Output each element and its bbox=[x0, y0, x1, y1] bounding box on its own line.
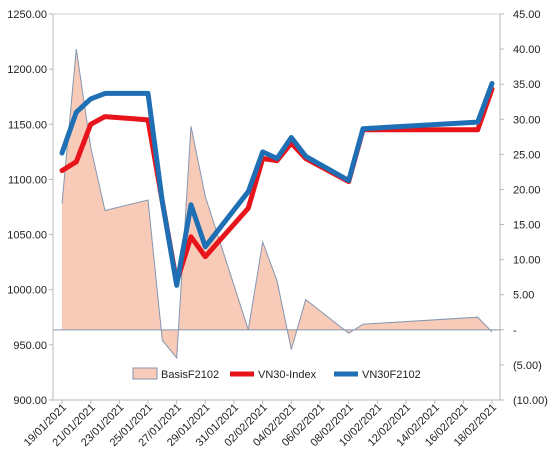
legend: BasisF2102 VN30-Index VN30F2102 bbox=[132, 367, 421, 381]
line-series bbox=[59, 81, 495, 288]
left-tick-label: 950.00 bbox=[13, 340, 47, 352]
right-axis: (10.00) (5.00) - 5.00 10.00 15.00 20.00 25.00 30… bbox=[499, 9, 548, 407]
right-tick-label: (10.00) bbox=[513, 395, 548, 407]
left-axis: 900.00 950.00 1000.00 1050.00 1100.00 1150.00… bbox=[7, 9, 54, 407]
left-tick-label: 1150.00 bbox=[8, 119, 47, 131]
right-tick-label: 30.00 bbox=[513, 114, 541, 126]
right-tick-label: 35.00 bbox=[513, 79, 541, 91]
left-tick-label: 1100.00 bbox=[8, 174, 47, 186]
right-tick-label: - bbox=[513, 325, 517, 337]
right-tick-label: 5.00 bbox=[513, 290, 534, 302]
left-tick-label: 1000.00 bbox=[7, 285, 47, 297]
right-tick-label: 10.00 bbox=[513, 255, 541, 267]
right-tick-label: 25.00 bbox=[513, 149, 541, 161]
left-tick-label: 1200.00 bbox=[7, 64, 47, 76]
left-tick-label: 1050.00 bbox=[7, 230, 47, 242]
legend-label-basisf2102: BasisF2102 bbox=[161, 369, 219, 381]
right-tick-label: 15.00 bbox=[513, 220, 541, 232]
legend-label-vn30-index: VN30-Index bbox=[258, 369, 317, 381]
legend-label-vn30f2102: VN30F2102 bbox=[362, 369, 421, 381]
left-tick-label: 1250.00 bbox=[7, 9, 47, 21]
basis-area-series bbox=[61, 49, 493, 360]
series-line-vn30f2102 bbox=[59, 81, 495, 288]
right-tick-label: 45.00 bbox=[513, 9, 541, 21]
legend-swatch-basisf2102 bbox=[132, 367, 158, 380]
basis-area-edge bbox=[61, 49, 493, 360]
right-tick-label: 20.00 bbox=[513, 184, 541, 196]
left-tick-label: 900.00 bbox=[13, 395, 47, 407]
right-tick-label: (5.00) bbox=[513, 360, 542, 372]
right-tick-label: 40.00 bbox=[513, 44, 541, 56]
